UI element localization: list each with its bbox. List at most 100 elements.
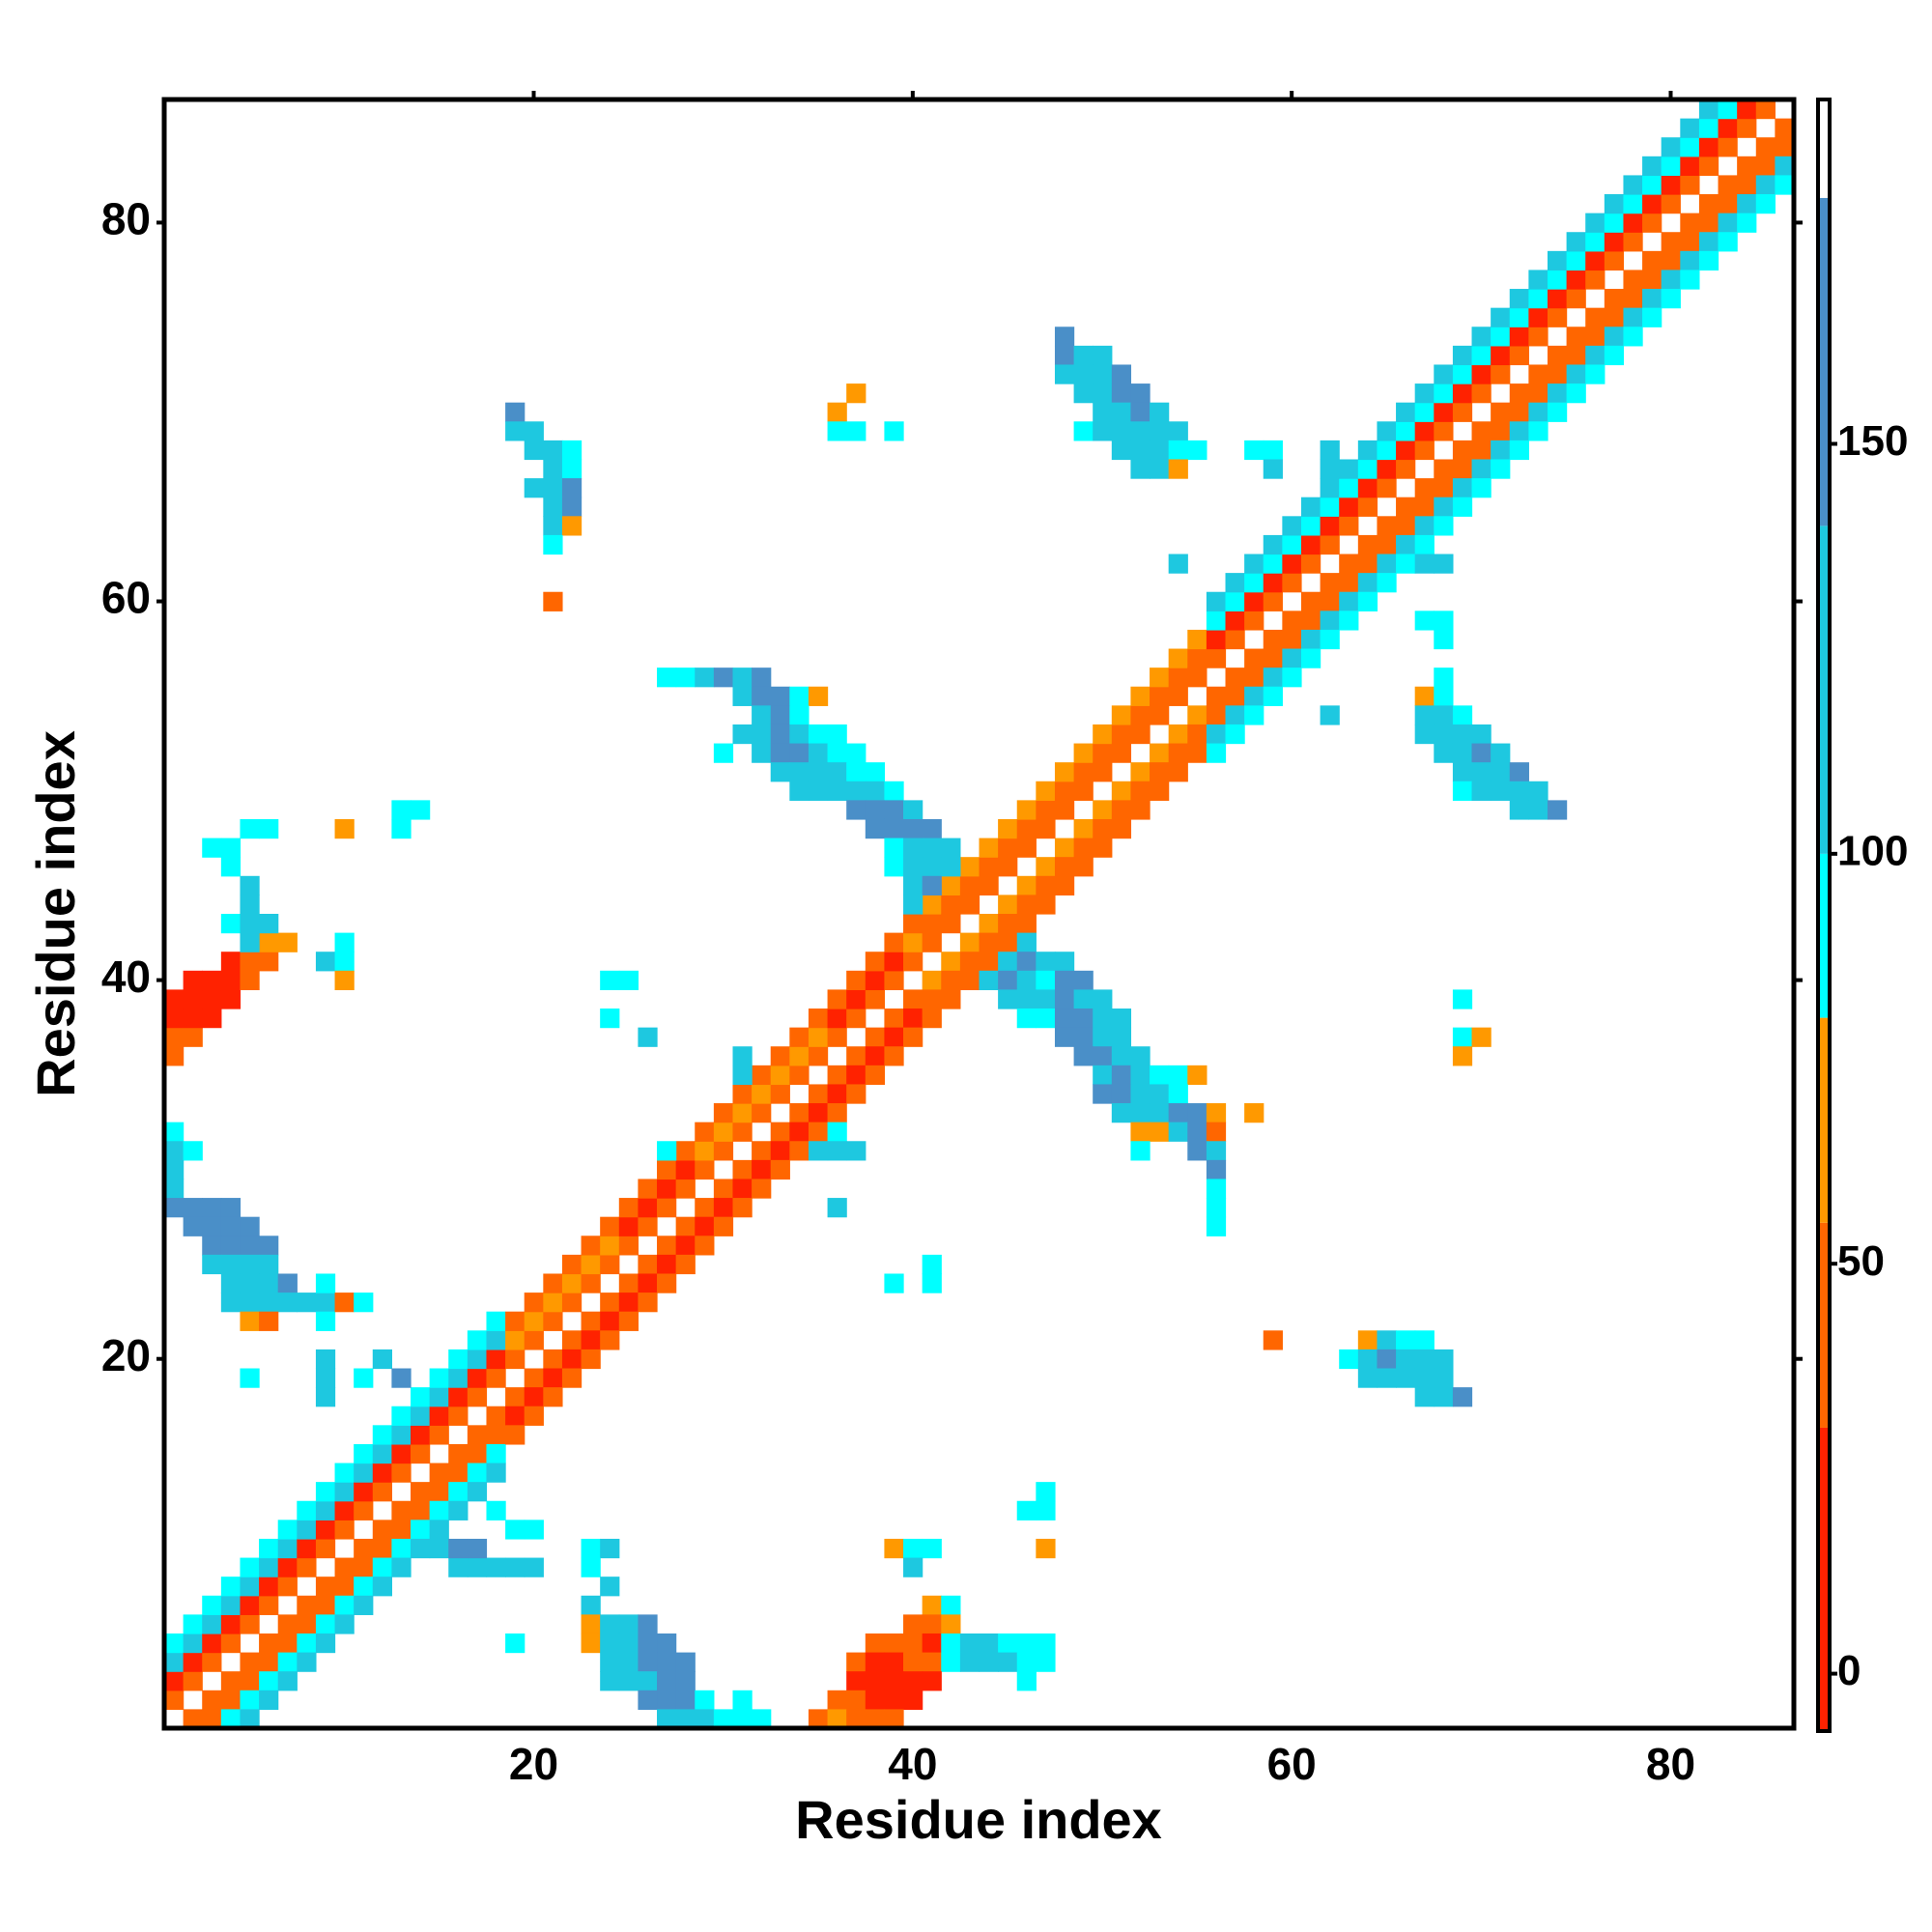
heatmap-cell: [429, 1520, 449, 1540]
heatmap-cell: [1698, 118, 1719, 138]
heatmap-cell: [1168, 743, 1188, 763]
heatmap-cell: [903, 989, 923, 1009]
heatmap-cell: [1377, 478, 1397, 498]
heatmap-cell: [846, 384, 867, 404]
heatmap-cell: [1547, 402, 1568, 422]
y-tick-label: 40: [101, 952, 151, 1002]
heatmap-cell: [903, 800, 923, 820]
heatmap-cell: [1282, 573, 1302, 593]
heatmap-cell: [1300, 497, 1321, 517]
heatmap-cell: [1244, 648, 1264, 668]
heatmap-cell: [713, 668, 734, 688]
heatmap-cell: [467, 1368, 488, 1388]
heatmap-cell: [524, 1330, 544, 1350]
heatmap-cell: [277, 1273, 298, 1293]
heatmap-cell: [1282, 611, 1302, 631]
heatmap-cell: [1661, 175, 1681, 195]
heatmap-cell: [1036, 1652, 1056, 1672]
heatmap-cell: [1150, 686, 1170, 706]
heatmap-cell: [1452, 989, 1473, 1009]
heatmap-cell: [1547, 384, 1568, 404]
heatmap-cell: [1111, 1027, 1132, 1047]
heatmap-cell: [638, 1216, 658, 1236]
heatmap-cell: [1680, 175, 1700, 195]
heatmap-cell: [600, 1311, 620, 1331]
heatmap-cell: [1434, 668, 1454, 688]
heatmap-cell: [1661, 250, 1681, 271]
heatmap-cell: [638, 1254, 658, 1275]
heatmap-cell: [1357, 1368, 1378, 1388]
heatmap-cell: [1093, 345, 1113, 366]
heatmap-cell: [334, 818, 355, 839]
heatmap-cell: [1168, 459, 1188, 479]
heatmap-cell: [1016, 1009, 1037, 1029]
heatmap-cell: [1263, 648, 1283, 668]
heatmap-cell: [979, 875, 999, 895]
heatmap-cell: [1130, 1141, 1151, 1161]
heatmap-cell: [657, 1652, 677, 1672]
heatmap-cell: [543, 516, 563, 536]
heatmap-cell: [695, 1216, 715, 1236]
heatmap-cell: [1111, 800, 1132, 820]
heatmap-cell: [1509, 440, 1529, 461]
heatmap-cell: [600, 970, 620, 991]
heatmap-cell: [1434, 1387, 1454, 1407]
heatmap-cell: [1396, 1349, 1416, 1370]
heatmap-cell: [1357, 497, 1378, 517]
heatmap-cell: [1414, 611, 1435, 631]
heatmap-cell: [884, 818, 904, 839]
heatmap-cell: [411, 1482, 431, 1502]
heatmap-cell: [979, 838, 999, 858]
heatmap-cell: [732, 1122, 753, 1142]
heatmap-cell: [1187, 724, 1208, 745]
heatmap-cell: [1509, 781, 1529, 801]
heatmap-cell: [1150, 402, 1170, 422]
heatmap-cell: [1036, 1633, 1056, 1654]
heatmap-cell: [220, 1633, 242, 1654]
heatmap-cell: [240, 1236, 260, 1256]
heatmap-cell: [846, 1065, 867, 1086]
heatmap-cell: [903, 914, 923, 934]
heatmap-cell: [372, 1520, 392, 1540]
heatmap-cell: [1471, 1027, 1492, 1047]
heatmap-cell: [808, 1009, 829, 1029]
heatmap-cell: [1471, 478, 1492, 498]
heatmap-cell: [638, 1652, 658, 1672]
heatmap-cell: [391, 1500, 412, 1520]
heatmap-cell: [1623, 194, 1643, 214]
heatmap-cell: [1339, 459, 1359, 479]
heatmap-cell: [846, 1084, 867, 1104]
heatmap-cell: [1054, 781, 1075, 801]
heatmap-cell: [183, 1009, 203, 1029]
heatmap-cell: [1434, 611, 1454, 631]
heatmap-cell: [1491, 459, 1511, 479]
heatmap-cell: [1036, 800, 1056, 820]
heatmap-cell: [1414, 440, 1435, 461]
heatmap-cell: [1206, 611, 1227, 631]
heatmap-cell: [789, 1046, 810, 1066]
heatmap-cell: [1434, 554, 1454, 574]
heatmap-cell: [259, 1671, 279, 1691]
heatmap-cell: [1111, 421, 1132, 441]
heatmap-cell: [1150, 781, 1170, 801]
heatmap-cell: [1414, 705, 1435, 725]
heatmap-cell: [561, 516, 582, 536]
heatmap-cell: [1168, 1065, 1188, 1086]
heatmap-cell: [1737, 156, 1757, 177]
heatmap-cell: [1452, 743, 1473, 763]
heatmap-cell: [259, 1690, 279, 1710]
heatmap-cell: [1396, 497, 1416, 517]
heatmap-cell: [808, 1709, 829, 1729]
heatmap-cell: [884, 1046, 904, 1066]
heatmap-cell: [1698, 156, 1719, 177]
heatmap-cell: [1604, 232, 1625, 252]
heatmap-cell: [1187, 1103, 1208, 1123]
colorbar-tick-label: 100: [1837, 827, 1908, 874]
heatmap-cell: [1168, 724, 1188, 745]
heatmap-cell: [1168, 686, 1188, 706]
heatmap-cell: [1093, 1027, 1113, 1047]
heatmap-cell: [808, 1027, 829, 1047]
heatmap-cell: [297, 1595, 317, 1615]
heatmap-cell: [183, 970, 203, 991]
heatmap-cell: [1244, 668, 1264, 688]
